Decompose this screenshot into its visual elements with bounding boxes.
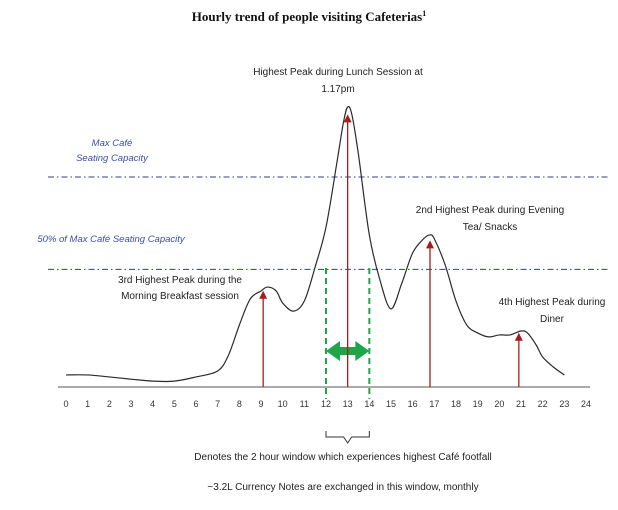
reference-label: 50% of Max Café Seating Capacity: [37, 234, 186, 245]
x-tick-label: 22: [538, 399, 548, 409]
x-tick-label: 3: [128, 399, 133, 409]
reference-label: Seating Capacity: [76, 153, 149, 164]
window-bracket: [325, 431, 370, 444]
trend-line: [65, 105, 565, 383]
x-tick-label: 14: [364, 399, 374, 409]
x-tick-label: 6: [193, 399, 198, 409]
peak-label: 4th Highest Peak during: [499, 297, 606, 308]
peak-annotations: 3rd Highest Peak during the Morning Break…: [118, 67, 605, 387]
peak-label: Tea/ Snacks: [463, 222, 517, 233]
peak-label: 1.17pm: [321, 84, 354, 95]
footnote-text: Denotes the 2 hour window which experien…: [194, 452, 491, 463]
x-tick-label: 16: [408, 399, 418, 409]
x-tick-label: 15: [386, 399, 396, 409]
x-tick-label: 2: [107, 399, 112, 409]
x-tick-label: 5: [172, 399, 177, 409]
peak-arrow-head: [343, 114, 352, 123]
x-tick-label: 7: [215, 399, 220, 409]
x-tick-label: 12: [321, 399, 331, 409]
x-tick-label: 19: [473, 399, 483, 409]
x-tick-label: 24: [581, 399, 591, 409]
x-tick-label: 4: [150, 399, 155, 409]
footnotes: Denotes the 2 hour window which experien…: [194, 452, 491, 493]
peak-label: Diner: [540, 314, 565, 325]
x-tick-label: 0: [63, 399, 68, 409]
x-tick-label: 11: [300, 399, 309, 409]
x-tick-label: 17: [429, 399, 439, 409]
peak-label: 3rd Highest Peak during the: [118, 275, 242, 286]
reference-lines: Max Café Seating Capacity 50% of Max Café …: [37, 138, 608, 270]
x-axis-ticks: 0 1 2 3 4 5 6 7 8 9 10 11 12 13 14 15 16 17 18 19 20 21 22 23 24: [63, 399, 591, 409]
chart-title: Hourly trend of people visiting Cafeteri…: [192, 9, 427, 24]
peak-arrow-head: [514, 332, 523, 341]
x-tick-label: 13: [343, 399, 353, 409]
peak-arrow-head: [426, 240, 434, 249]
x-tick-label: 9: [258, 399, 263, 409]
x-tick-label: 20: [494, 399, 504, 409]
peak-label: 2nd Highest Peak during Evening: [416, 205, 564, 216]
footnote-text: ~3.2L Currency Notes are exchanged in th…: [207, 482, 478, 493]
x-tick-label: 21: [516, 399, 526, 409]
x-tick-label: 10: [278, 399, 288, 409]
x-tick-label: 1: [85, 399, 90, 409]
peak-arrow-head: [259, 290, 268, 299]
reference-label: Max Café: [92, 138, 133, 149]
x-tick-label: 23: [559, 399, 569, 409]
x-tick-label: 8: [237, 399, 242, 409]
peak-label: Highest Peak during Lunch Session at: [253, 67, 423, 78]
peak-label: Morning Breakfast session: [121, 291, 239, 302]
x-tick-label: 18: [451, 399, 461, 409]
